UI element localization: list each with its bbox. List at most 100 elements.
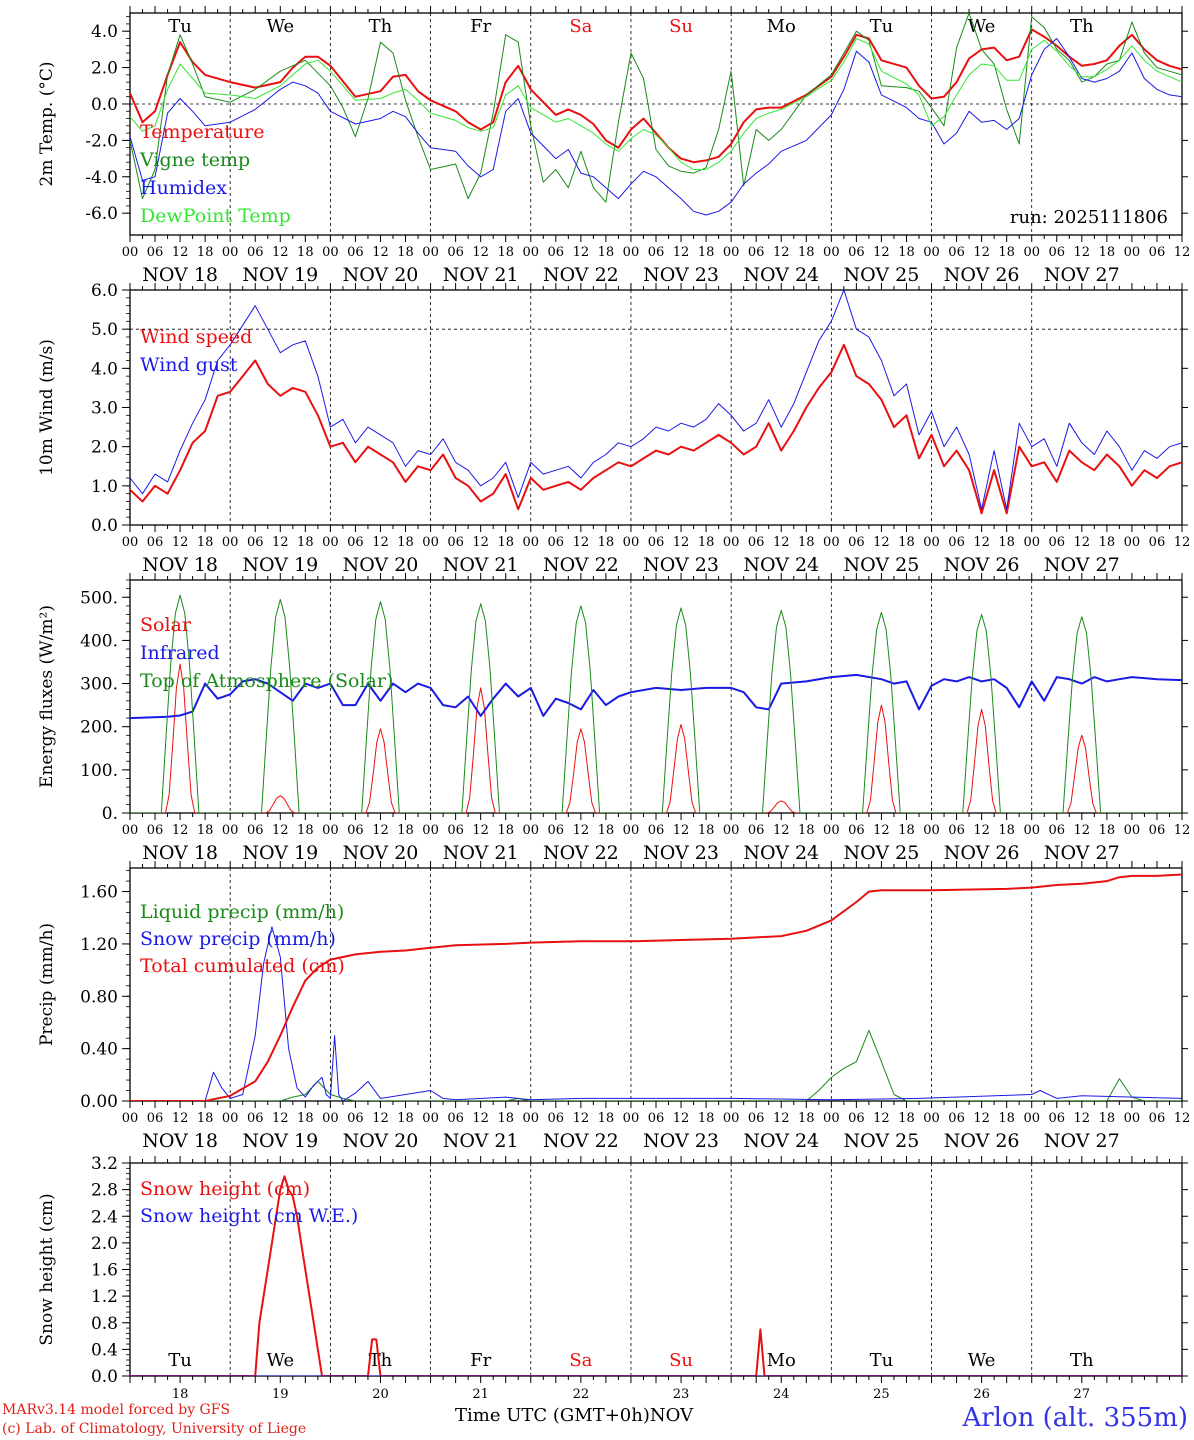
y-tick-label: -6.0 bbox=[85, 204, 118, 224]
hour-label: 00 bbox=[923, 535, 940, 550]
hour-label: 18 bbox=[698, 1111, 715, 1126]
series-snow-precip-mm-h bbox=[130, 926, 1182, 1101]
date-label: NOV 25 bbox=[844, 554, 920, 576]
hour-label: 06 bbox=[1149, 245, 1166, 260]
hour-label: 18 bbox=[998, 1111, 1015, 1126]
weekday-label: We bbox=[266, 1350, 294, 1371]
weekday-label: Sa bbox=[569, 16, 592, 37]
y-tick-label: 0.0 bbox=[91, 1367, 118, 1387]
legend-entry: DewPoint Temp bbox=[140, 205, 291, 227]
hour-label: 12 bbox=[1074, 535, 1091, 550]
hour-label: 06 bbox=[1149, 1111, 1166, 1126]
y-tick-label: 2.0 bbox=[91, 59, 118, 79]
hour-label: 18 bbox=[197, 823, 214, 838]
hour-label: 00 bbox=[222, 535, 239, 550]
hour-label: 12 bbox=[873, 823, 890, 838]
hour-label: 18 bbox=[297, 535, 314, 550]
hour-label: 06 bbox=[147, 245, 164, 260]
hour-label: 00 bbox=[322, 245, 339, 260]
date-number-label: 18 bbox=[172, 1387, 189, 1400]
hour-label: 18 bbox=[197, 245, 214, 260]
date-label: NOV 22 bbox=[543, 842, 619, 864]
x-axis-month: NOV bbox=[649, 1405, 694, 1426]
hour-label: 12 bbox=[472, 535, 489, 550]
date-label: NOV 26 bbox=[944, 554, 1020, 576]
legend-entry: Solar bbox=[140, 614, 192, 636]
weekday-label: Th bbox=[1070, 1350, 1094, 1371]
hour-label: 06 bbox=[948, 823, 965, 838]
hour-label: 00 bbox=[923, 1111, 940, 1126]
hour-label: 06 bbox=[548, 245, 565, 260]
weekday-label: Th bbox=[369, 1350, 393, 1371]
date-label: NOV 25 bbox=[844, 842, 920, 864]
hour-label: 18 bbox=[998, 535, 1015, 550]
hour-label: 06 bbox=[648, 823, 665, 838]
hour-label: 12 bbox=[172, 245, 189, 260]
weekday-label: Tu bbox=[168, 16, 192, 37]
date-number-label: 19 bbox=[272, 1387, 289, 1400]
hour-label: 18 bbox=[798, 535, 815, 550]
weekday-label: Sa bbox=[569, 1350, 592, 1371]
date-label: NOV 21 bbox=[443, 842, 519, 864]
date-number-label: 22 bbox=[573, 1387, 590, 1400]
hour-label: 06 bbox=[147, 535, 164, 550]
date-label: NOV 21 bbox=[443, 264, 519, 286]
hour-label: 00 bbox=[322, 823, 339, 838]
hour-label: 12 bbox=[372, 1111, 389, 1126]
hour-label: 00 bbox=[522, 245, 539, 260]
hour-label: 00 bbox=[122, 535, 139, 550]
date-label: NOV 22 bbox=[543, 554, 619, 576]
hour-label: 12 bbox=[873, 1111, 890, 1126]
date-label: NOV 18 bbox=[142, 264, 218, 286]
date-label: NOV 21 bbox=[443, 1130, 519, 1152]
lab-credit: (c) Lab. of Climatology, University of L… bbox=[2, 1421, 307, 1437]
hour-label: 06 bbox=[247, 1111, 264, 1126]
date-label: NOV 22 bbox=[543, 1130, 619, 1152]
hour-label: 00 bbox=[222, 1111, 239, 1126]
hour-label: 00 bbox=[522, 823, 539, 838]
hour-label: 00 bbox=[122, 823, 139, 838]
hour-label: 00 bbox=[122, 1111, 139, 1126]
date-label: NOV 24 bbox=[743, 554, 819, 576]
hour-label: 12 bbox=[172, 823, 189, 838]
hour-label: 18 bbox=[898, 535, 915, 550]
date-number-label: 27 bbox=[1074, 1387, 1091, 1400]
hour-label: 12 bbox=[573, 245, 590, 260]
date-label: NOV 19 bbox=[242, 554, 318, 576]
legend-entry: Snow height (cm W.E.) bbox=[140, 1205, 358, 1227]
series-wind-gust bbox=[130, 290, 1182, 510]
date-label: NOV 20 bbox=[343, 1130, 419, 1152]
hour-label: 18 bbox=[297, 823, 314, 838]
hour-label: 18 bbox=[798, 245, 815, 260]
hour-label: 00 bbox=[1124, 245, 1141, 260]
hour-label: 18 bbox=[497, 535, 514, 550]
legend-entry: Top of Atmosphere (Solar) bbox=[140, 670, 393, 692]
hour-label: 06 bbox=[247, 245, 264, 260]
date-label: NOV 18 bbox=[142, 554, 218, 576]
hour-label: 18 bbox=[998, 823, 1015, 838]
hour-label: 12 bbox=[1074, 1111, 1091, 1126]
hour-label: 06 bbox=[848, 1111, 865, 1126]
hour-label: 12 bbox=[573, 1111, 590, 1126]
date-label: NOV 23 bbox=[643, 1130, 719, 1152]
y-tick-label: -2.0 bbox=[85, 131, 118, 151]
hour-label: 18 bbox=[998, 245, 1015, 260]
hour-label: 12 bbox=[1174, 823, 1191, 838]
hour-label: 00 bbox=[1124, 1111, 1141, 1126]
date-number-label: 23 bbox=[673, 1387, 690, 1400]
hour-label: 18 bbox=[497, 1111, 514, 1126]
hour-label: 06 bbox=[247, 823, 264, 838]
hour-label: 12 bbox=[673, 1111, 690, 1126]
run-label: run: 2025111806 bbox=[1010, 207, 1168, 228]
hour-label: 06 bbox=[1048, 823, 1065, 838]
hour-label: 06 bbox=[548, 535, 565, 550]
y-tick-label: 0.0 bbox=[91, 516, 118, 536]
hour-label: 12 bbox=[272, 245, 289, 260]
hour-label: 06 bbox=[948, 535, 965, 550]
hour-label: 06 bbox=[347, 823, 364, 838]
hour-label: 12 bbox=[272, 535, 289, 550]
weekday-label: Su bbox=[669, 1350, 693, 1371]
weekday-label: Fr bbox=[470, 1350, 491, 1371]
series-infrared bbox=[130, 673, 1182, 720]
hour-label: 12 bbox=[773, 1111, 790, 1126]
